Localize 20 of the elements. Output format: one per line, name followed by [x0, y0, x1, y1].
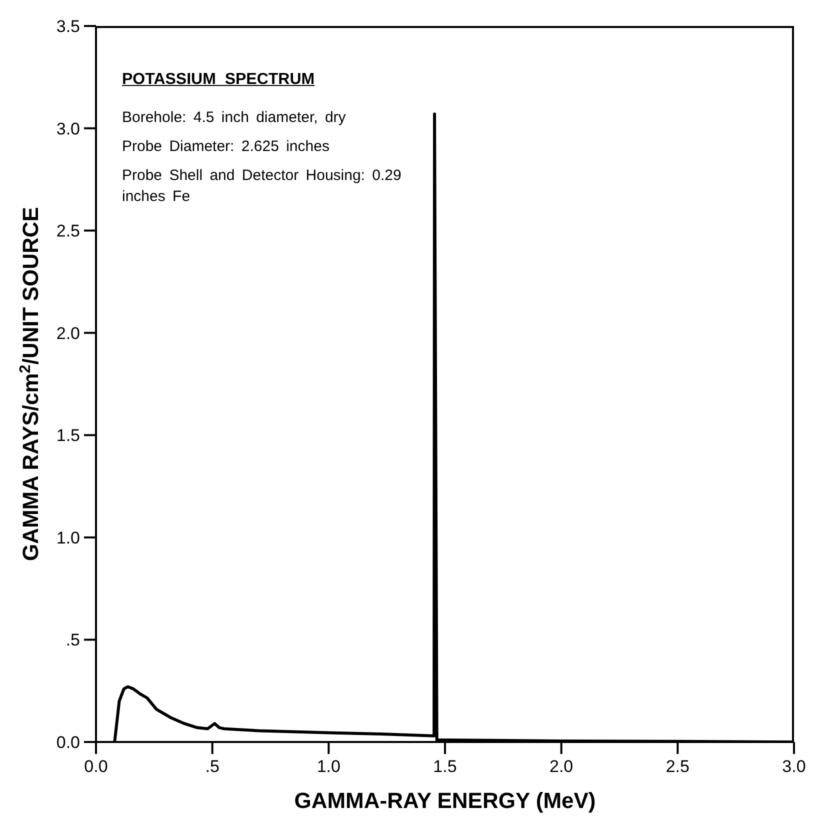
y-tick-label: .5 [66, 630, 80, 650]
x-axis-title: GAMMA-RAY ENERGY (MeV) [294, 788, 596, 813]
y-tick-label: 2.5 [56, 222, 80, 241]
y-tick-label: 1.5 [56, 426, 80, 446]
y-tick-label: 1.0 [56, 528, 80, 548]
x-tick-label: 1.0 [316, 757, 340, 776]
annotation: Probe Diameter: 2.625 inches [122, 137, 330, 157]
x-tick-label: 2.5 [666, 757, 690, 776]
x-tick-label: 0.0 [84, 757, 108, 776]
annotation: Probe Shell and Detector Housing: 0.29 inches Fe [122, 166, 402, 207]
x-tick-label: 3.0 [782, 757, 806, 776]
x-tick-label: .5 [205, 757, 220, 776]
y-tick-label: 3.0 [56, 119, 80, 138]
x-tick-label: 2.0 [550, 757, 574, 776]
x-tick-label: 1.5 [433, 757, 457, 776]
y-tick-label: 2.0 [56, 324, 80, 343]
annotation: Borehole: 4.5 inch diameter, dry [122, 108, 347, 128]
y-tick-label: 3.5 [56, 17, 80, 36]
y-tick-label: 0.0 [56, 733, 80, 752]
text: POTASSIUM SPECTRUM [122, 71, 316, 89]
